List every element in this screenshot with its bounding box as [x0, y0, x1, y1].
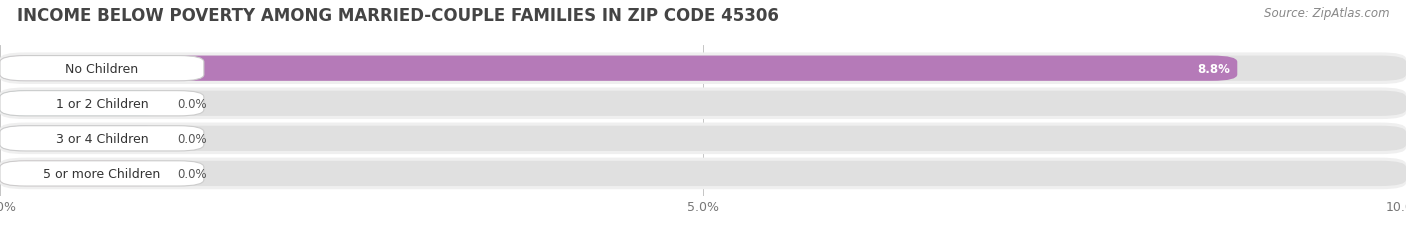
FancyBboxPatch shape	[0, 91, 166, 116]
FancyBboxPatch shape	[0, 56, 1406, 82]
FancyBboxPatch shape	[0, 123, 1406, 155]
Text: 8.8%: 8.8%	[1198, 62, 1230, 75]
FancyBboxPatch shape	[0, 158, 1406, 189]
Text: 0.0%: 0.0%	[177, 132, 207, 145]
FancyBboxPatch shape	[0, 91, 1406, 116]
FancyBboxPatch shape	[0, 126, 1406, 151]
Text: 5 or more Children: 5 or more Children	[44, 167, 160, 180]
Text: No Children: No Children	[65, 62, 139, 75]
Text: 1 or 2 Children: 1 or 2 Children	[56, 97, 148, 110]
FancyBboxPatch shape	[0, 53, 1406, 85]
FancyBboxPatch shape	[0, 126, 166, 151]
FancyBboxPatch shape	[0, 161, 166, 186]
FancyBboxPatch shape	[0, 91, 204, 116]
FancyBboxPatch shape	[0, 161, 204, 186]
FancyBboxPatch shape	[0, 126, 204, 151]
Text: 0.0%: 0.0%	[177, 167, 207, 180]
FancyBboxPatch shape	[0, 88, 1406, 119]
Text: 0.0%: 0.0%	[177, 97, 207, 110]
FancyBboxPatch shape	[0, 161, 1406, 186]
Text: INCOME BELOW POVERTY AMONG MARRIED-COUPLE FAMILIES IN ZIP CODE 45306: INCOME BELOW POVERTY AMONG MARRIED-COUPL…	[17, 7, 779, 25]
FancyBboxPatch shape	[0, 56, 1237, 82]
FancyBboxPatch shape	[0, 56, 204, 82]
Text: 3 or 4 Children: 3 or 4 Children	[56, 132, 148, 145]
Text: Source: ZipAtlas.com: Source: ZipAtlas.com	[1264, 7, 1389, 20]
